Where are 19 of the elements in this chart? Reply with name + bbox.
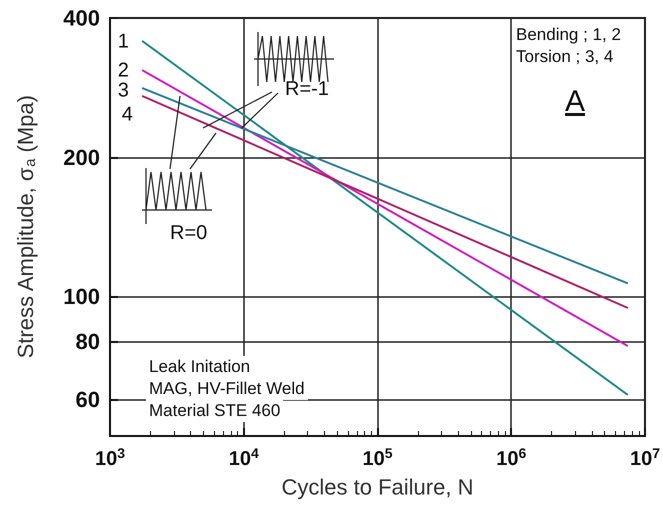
series-label: 4: [122, 103, 133, 126]
series-label: 1: [118, 30, 129, 52]
annotation: R=-1: [285, 78, 329, 100]
series-label: 3: [118, 79, 129, 102]
annotation: A: [565, 85, 586, 119]
x-axis-title: Cycles to Failure, N: [282, 474, 474, 500]
y-tick-label: 100: [63, 284, 100, 310]
y-tick-label: 80: [76, 329, 100, 354]
y-tick-label: 200: [63, 144, 100, 170]
annotation: Leak Initation: [146, 356, 254, 378]
y-axis-title: Stress Amplitude, σa (Mpa): [13, 95, 39, 358]
annotation: R=0: [170, 222, 208, 244]
annotation: Bending ; 1, 2: [516, 24, 621, 46]
y-tick-label: 400: [63, 6, 100, 30]
annotation: Material STE 460: [146, 400, 284, 422]
annotation: MAG, HV-Fillet Weld: [146, 378, 308, 400]
series-label: 2: [118, 60, 129, 82]
y-tick-label: 60: [76, 386, 100, 412]
annotation: Torsion ; 3, 4: [516, 46, 614, 68]
